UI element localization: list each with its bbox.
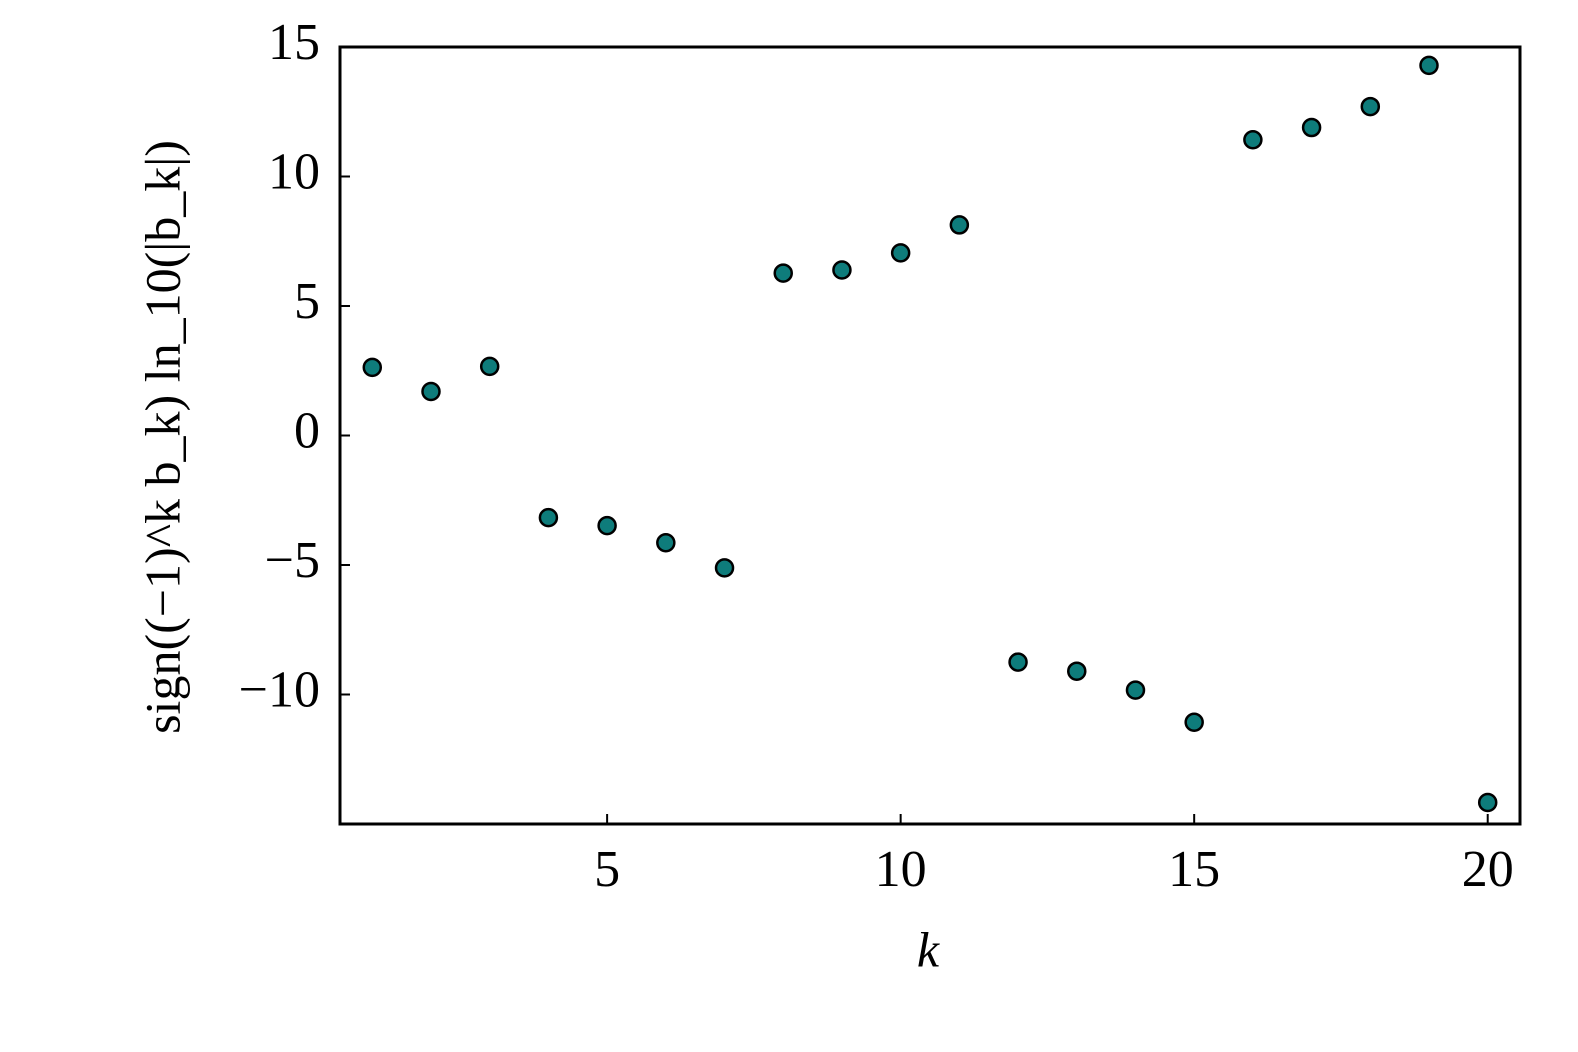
scatter-point <box>1301 117 1322 138</box>
x-axis-label: k <box>917 921 940 977</box>
scatter-point <box>1243 129 1263 150</box>
scatter-point <box>949 215 970 235</box>
scatter-point <box>1477 792 1498 813</box>
scatter-point <box>890 243 911 263</box>
y-tick-label: −10 <box>239 661 320 718</box>
scatter-point <box>1008 652 1028 672</box>
scatter-point <box>1360 96 1381 117</box>
scatter-point <box>1184 712 1204 732</box>
y-axis-label: sign((−1)^k b_k) ln_10(|b_k|) <box>134 140 190 734</box>
scatter-point <box>832 260 852 280</box>
x-tick-label: 5 <box>594 841 620 898</box>
y-tick-label: 10 <box>268 143 320 200</box>
scatter-point <box>656 532 676 553</box>
scatter-point <box>1419 55 1439 76</box>
x-tick-label: 15 <box>1168 841 1220 898</box>
y-tick-label: 15 <box>268 14 320 71</box>
scatter-point <box>714 558 735 578</box>
y-tick-label: 5 <box>294 273 320 330</box>
scatter-point <box>1067 661 1087 681</box>
scatter-point <box>1125 680 1146 700</box>
y-tick-label: 0 <box>294 402 320 459</box>
x-tick-label: 10 <box>875 841 927 898</box>
x-tick-label: 20 <box>1462 841 1514 898</box>
scatter-point <box>421 381 441 402</box>
scatter-point <box>362 357 383 378</box>
y-tick-label: −5 <box>265 532 320 589</box>
scatter-point <box>773 263 793 283</box>
scatter-point <box>597 515 617 536</box>
plot-frame <box>338 45 1522 826</box>
scatter-point <box>479 356 500 377</box>
scatter-point <box>538 507 559 528</box>
